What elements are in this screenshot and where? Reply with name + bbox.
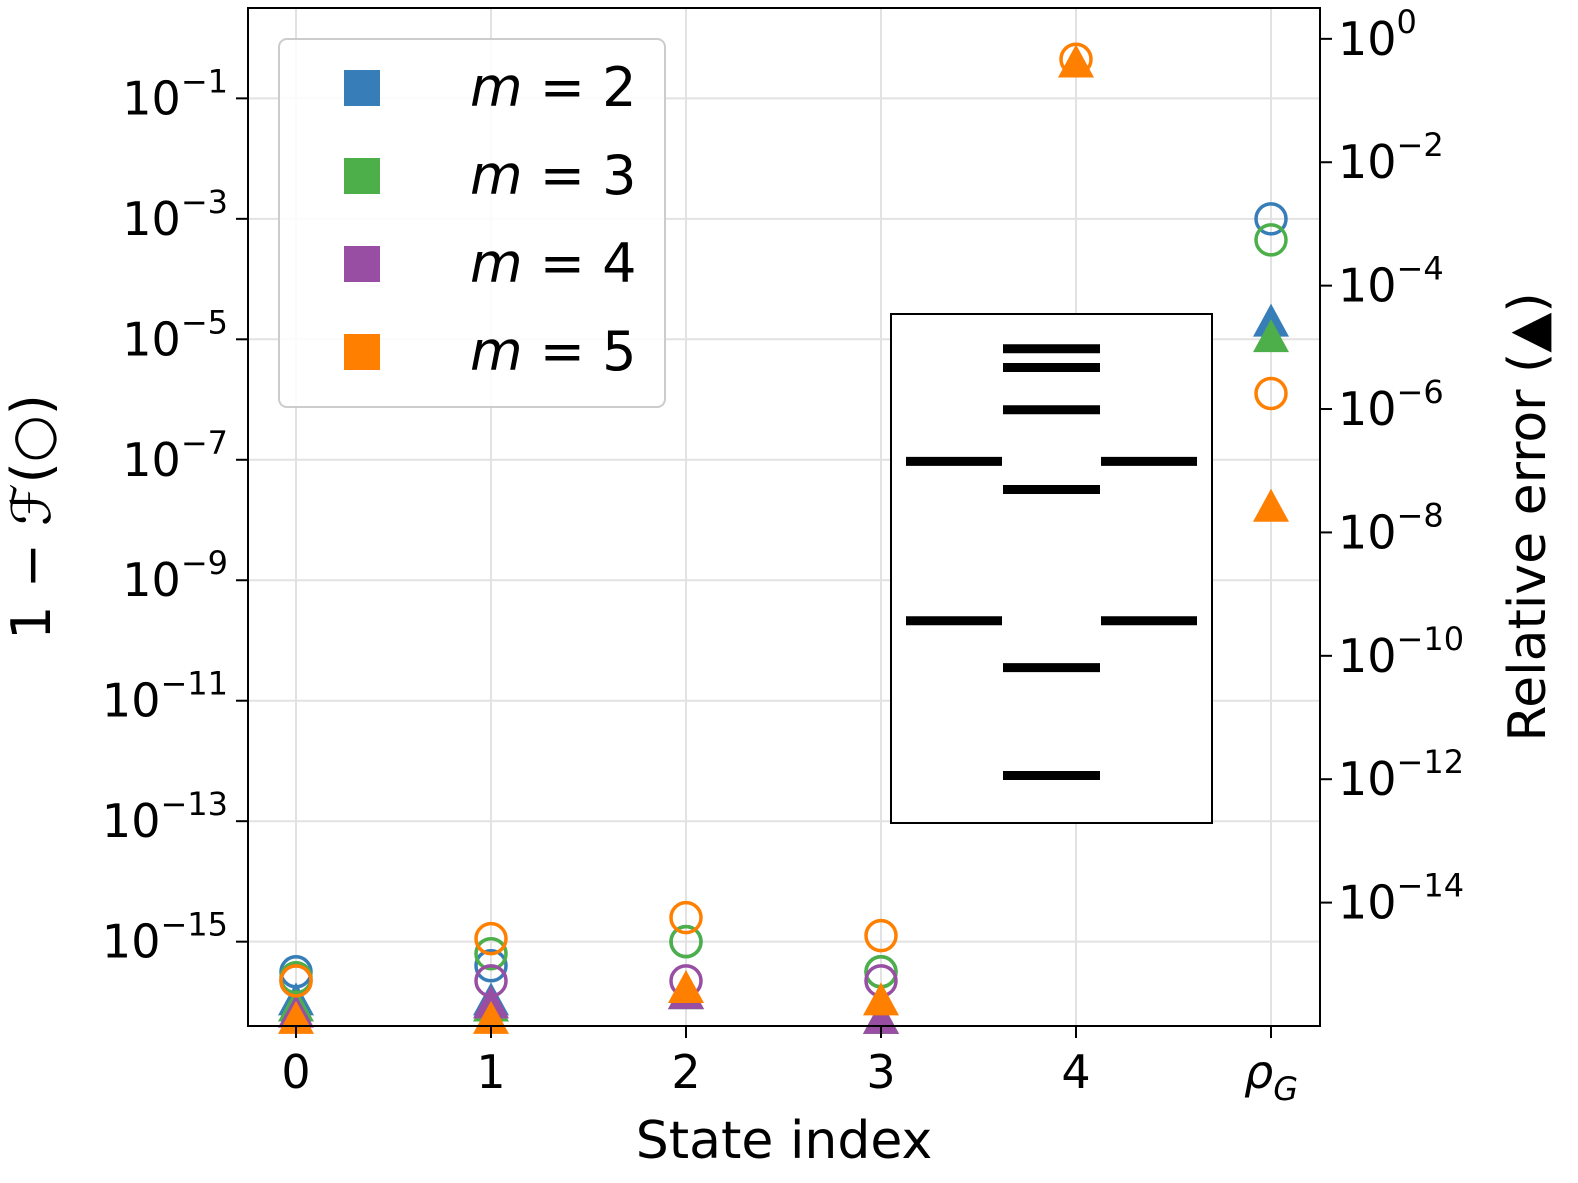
y-tick-label-right: 100 — [1338, 3, 1417, 66]
infidelity-circle-marker — [474, 936, 508, 971]
y-tick-label-right: 10−12 — [1338, 743, 1464, 806]
y-axis-label-right: Relative error (▲) — [1498, 292, 1558, 741]
infidelity-circle-marker — [669, 900, 703, 935]
y-tick-label-left: 10−3 — [122, 183, 228, 246]
legend-swatch — [344, 334, 380, 370]
legend-swatch — [344, 246, 380, 282]
y-tick-label-left: 10−1 — [122, 62, 228, 125]
relative-error-triangle-marker — [1253, 488, 1289, 522]
inset-frame — [890, 313, 1213, 824]
axes: 0 1 2 3 4 ρG 10−1 10−3 10−5 10−7 10−9 10−11 10−13 10−… — [102, 3, 1464, 1108]
energy-level-inset — [890, 313, 1213, 824]
relative-error-triangle-marker — [668, 969, 704, 1003]
y-axis-label-left: 1 − ℱ(○) — [0, 394, 63, 640]
infidelity-circle-marker — [474, 921, 508, 956]
infidelity-circle-marker — [279, 964, 313, 998]
y-tick-label-right: 10−8 — [1338, 496, 1444, 559]
x-tick-label: 4 — [1061, 1045, 1090, 1099]
y-tick-label-left: 10−11 — [102, 665, 228, 728]
legend[interactable]: m = 2 m = 3 m = 4 m = 5 — [278, 38, 666, 408]
x-tick-label: 3 — [866, 1045, 895, 1099]
relative-error-triangle-marker — [863, 982, 899, 1016]
y-tick-label-left: 10−13 — [102, 785, 228, 848]
y-tick-label-left: 10−15 — [102, 906, 228, 969]
legend-label: m = 5 — [470, 320, 637, 383]
infidelity-circle-marker — [669, 924, 703, 959]
relative-error-triangle-marker — [1253, 319, 1289, 353]
y-tick-label-right: 10−14 — [1338, 867, 1464, 930]
infidelity-circle-marker — [864, 918, 898, 953]
x-tick-label: 2 — [671, 1045, 700, 1099]
y-tick-label-left: 10−7 — [122, 424, 228, 487]
infidelity-circle-marker — [1254, 223, 1288, 257]
y-tick-label-right: 10−2 — [1338, 126, 1444, 189]
legend-label: m = 3 — [470, 144, 637, 207]
legend-swatch — [344, 70, 380, 106]
y-tick-label-right: 10−4 — [1338, 250, 1444, 313]
y-tick-label-right: 10−10 — [1338, 620, 1464, 683]
x-axis-label: State index — [636, 1111, 932, 1171]
legend-label: m = 2 — [470, 56, 637, 119]
legend-swatch — [344, 158, 380, 194]
y-tick-label-left: 10−5 — [122, 303, 228, 366]
x-tick-label: 0 — [281, 1045, 310, 1099]
x-tick-label: ρG — [1244, 1045, 1298, 1108]
infidelity-circle-marker — [1254, 202, 1288, 236]
legend-label: m = 4 — [470, 232, 637, 295]
legend-frame — [278, 38, 666, 408]
relative-error-triangle-marker — [1058, 44, 1094, 78]
infidelity-circle-marker — [1254, 376, 1288, 411]
infidelity-circle-marker — [474, 949, 508, 983]
y-tick-label-right: 10−6 — [1338, 373, 1444, 436]
y-tick-label-left: 10−9 — [122, 544, 228, 607]
plot-frame — [247, 7, 1321, 1027]
x-tick-label: 1 — [476, 1045, 505, 1099]
